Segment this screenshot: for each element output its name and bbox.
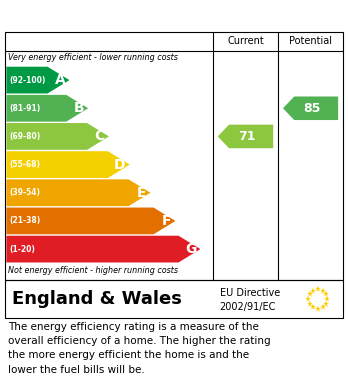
Text: 85: 85 [303,102,321,115]
Text: (55-68): (55-68) [9,160,40,169]
Polygon shape [6,67,70,93]
Text: G: G [185,242,196,256]
Text: (1-20): (1-20) [9,245,35,254]
Text: 2002/91/EC: 2002/91/EC [220,302,276,312]
Text: D: D [114,158,126,172]
Text: (39-54): (39-54) [9,188,40,197]
Text: B: B [73,101,84,115]
Text: F: F [162,214,172,228]
Text: Very energy efficient - lower running costs: Very energy efficient - lower running co… [8,53,178,62]
Polygon shape [6,95,88,122]
Text: 71: 71 [238,130,256,143]
Polygon shape [283,97,338,120]
Text: The energy efficiency rating is a measure of the
overall efficiency of a home. T: The energy efficiency rating is a measur… [8,322,271,375]
Text: (81-91): (81-91) [9,104,40,113]
Text: Current: Current [227,36,264,46]
Polygon shape [218,125,273,148]
Text: (21-38): (21-38) [9,217,40,226]
Text: England & Wales: England & Wales [12,290,182,308]
Text: Not energy efficient - higher running costs: Not energy efficient - higher running co… [8,266,179,275]
Polygon shape [6,151,130,178]
Polygon shape [6,179,150,206]
Text: Potential: Potential [289,36,332,46]
Text: (92-100): (92-100) [9,75,46,84]
Text: (69-80): (69-80) [9,132,40,141]
Text: E: E [137,186,147,200]
Polygon shape [6,208,175,234]
Text: C: C [95,129,105,143]
Polygon shape [6,236,200,262]
Text: A: A [55,73,65,87]
Text: Energy Efficiency Rating: Energy Efficiency Rating [14,9,223,23]
Polygon shape [6,123,109,150]
Text: EU Directive: EU Directive [220,288,280,298]
